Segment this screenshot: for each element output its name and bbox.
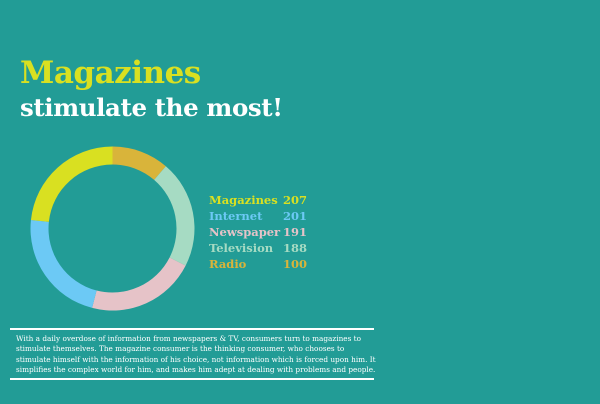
legend-item-internet: Internet 201 <box>209 208 307 224</box>
legend-item-newspaper: Newspaper 191 <box>209 224 307 240</box>
legend-label-radio: Radio <box>209 257 247 271</box>
legend-value-newspaper: 191 <box>283 225 308 239</box>
donut-slice-magazines <box>30 146 113 222</box>
legend-item-magazines: Magazines 207 <box>209 192 307 208</box>
legend-value-television: 188 <box>283 241 308 255</box>
page-title: Magazines <box>20 55 201 91</box>
legend-value-radio: 100 <box>283 257 308 271</box>
donut-chart <box>30 146 195 311</box>
donut-slice-newspaper <box>92 257 186 311</box>
legend-label-magazines: Magazines <box>209 193 278 207</box>
legend-label-newspaper: Newspaper <box>209 225 281 239</box>
body-paragraph: With a daily overdose of information fro… <box>16 334 376 375</box>
page-subtitle: stimulate the most! <box>20 93 283 122</box>
legend-label-internet: Internet <box>209 209 263 223</box>
divider-top <box>10 328 374 330</box>
donut-slice-television <box>154 166 195 266</box>
legend-value-magazines: 207 <box>283 193 308 207</box>
divider-bottom <box>10 378 374 380</box>
donut-slice-radio <box>112 146 166 180</box>
legend-item-television: Television 188 <box>209 240 307 256</box>
donut-slice-internet <box>30 219 97 308</box>
chart-legend: Magazines 207 Internet 201 Newspaper 191 Telev… <box>209 192 307 272</box>
legend-label-television: Television <box>209 241 274 255</box>
legend-item-radio: Radio 100 <box>209 256 307 272</box>
legend-value-internet: 201 <box>283 209 308 223</box>
